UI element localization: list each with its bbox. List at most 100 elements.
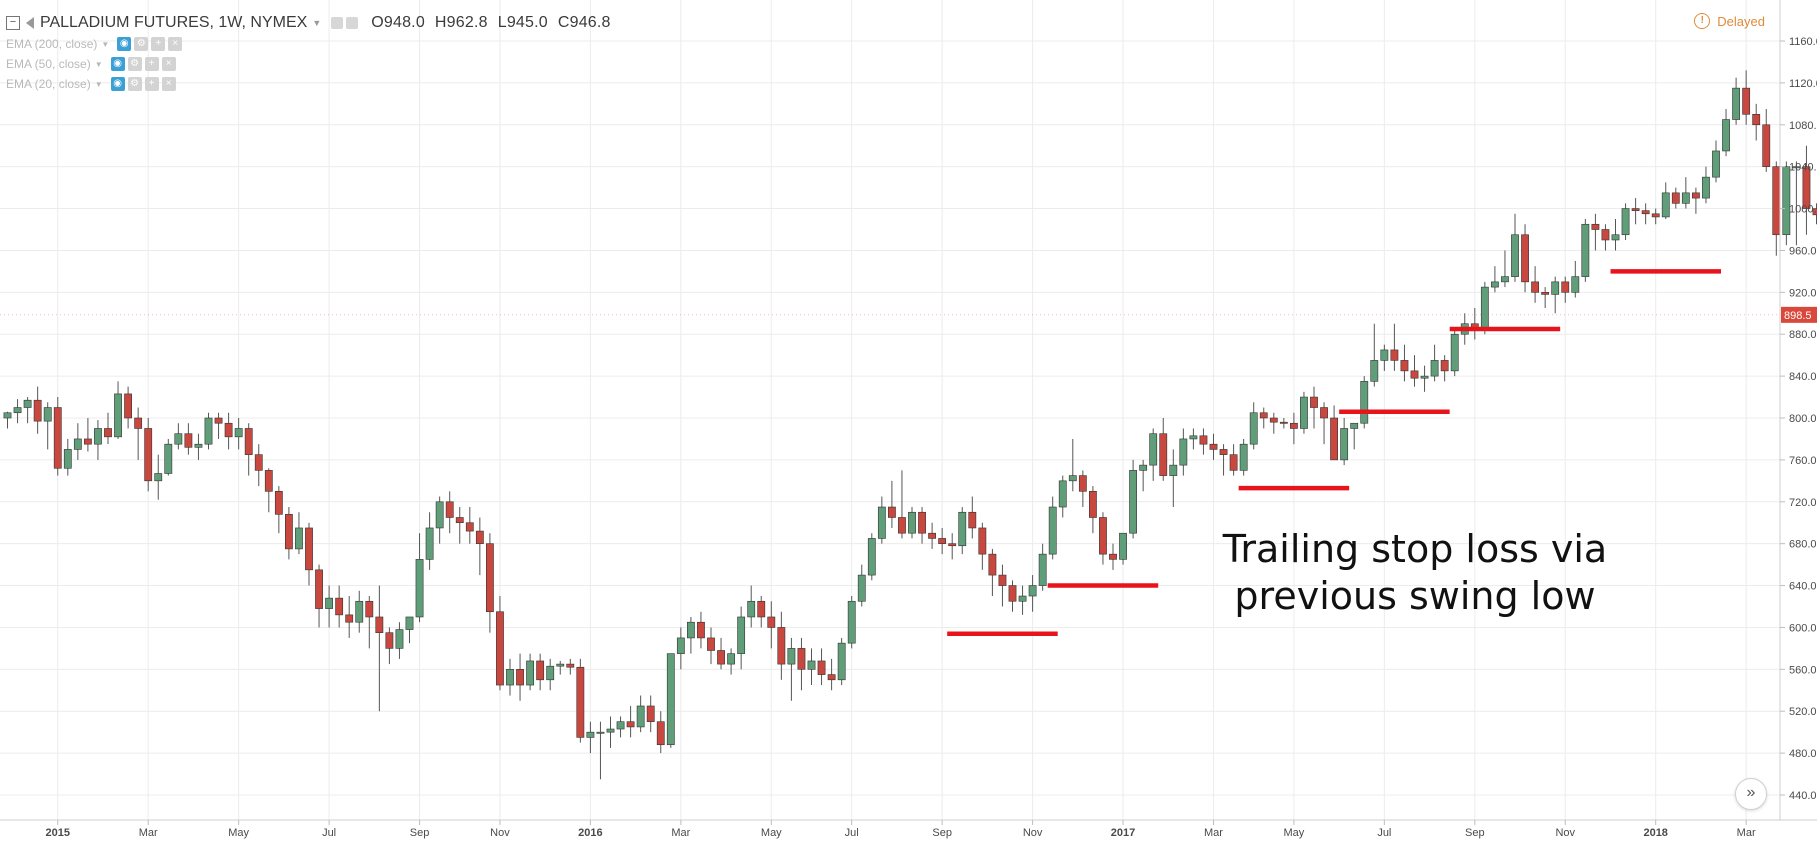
candle-down [646,705,655,722]
delayed-status[interactable]: ! Delayed [1694,13,1765,29]
indicator-label[interactable]: EMA (200, close) [6,37,98,51]
candle-up [1430,360,1439,377]
candle-down [53,407,62,469]
candle-up [606,728,615,733]
candle-down [697,621,705,639]
candle-up [1581,223,1590,277]
candle-down [254,454,263,471]
candle-up [857,574,866,602]
candle-down [224,422,233,438]
candle-up [1300,396,1308,429]
candle-down [1400,360,1409,372]
indicator-label[interactable]: EMA (20, close) [6,77,91,91]
candle-down [757,600,766,618]
collapse-icon[interactable]: − [6,16,20,30]
gear-icon[interactable]: ⚙ [127,77,142,91]
candle-down [1109,553,1117,560]
candle-down [536,660,545,681]
candle-down [264,470,273,492]
time-tick-label: Sep [932,827,952,839]
candle-up [787,648,796,665]
price-tick-label: 1120.0 [1789,78,1817,90]
candle-up [435,501,444,529]
candle-up [686,621,695,639]
candle-down [1531,281,1539,293]
candle-down [134,417,143,429]
candle-down [928,532,936,539]
indicator-dropdown-icon[interactable]: ▼ [94,79,103,89]
candle-down [576,666,585,738]
gear-icon[interactable]: ⚙ [127,57,142,71]
candle-up [837,642,846,681]
price-tick-label: 800.0 [1789,413,1817,425]
candle-up [325,597,333,609]
price-tick-label: 1000.0 [1789,204,1817,216]
compare-arrow-icon[interactable] [26,17,34,29]
candle-down [566,663,575,668]
gear-icon[interactable]: ⚙ [134,37,149,51]
candle-down [1692,192,1700,199]
add-icon[interactable]: + [151,37,166,51]
candle-down [214,417,223,424]
add-icon[interactable]: + [144,77,159,91]
eye-icon[interactable]: ◉ [110,57,125,71]
candle-down [626,721,635,728]
candle-up [204,417,213,445]
candle-down [1310,396,1318,408]
candle-down [1440,360,1449,372]
price-tick-label: 840.0 [1789,371,1817,383]
time-tick-label: Nov [1555,827,1575,839]
indicator-dropdown-icon[interactable]: ▼ [101,39,110,49]
candle-up [847,600,856,644]
price-tick-label: 440.0 [1789,790,1817,802]
candle-up [355,600,364,623]
candle-down [1199,435,1208,445]
time-tick-label: Sep [1465,827,1485,839]
add-icon[interactable]: + [144,57,159,71]
candle-down [1269,417,1278,423]
candle-up [1712,150,1720,178]
indicator-dropdown-icon[interactable]: ▼ [94,59,103,69]
candle-up [1480,286,1489,330]
eye-icon[interactable]: ◉ [117,37,132,51]
candle-up [1350,422,1359,429]
close-icon[interactable]: × [161,57,176,71]
symbol-dropdown-icon[interactable]: ▼ [312,18,322,28]
time-tick-label: Nov [1023,827,1043,839]
trailing-stop-lines [947,269,1721,636]
candle-down [1390,349,1399,361]
symbol-title[interactable]: PALLADIUM FUTURES, 1W, NYMEX [40,14,308,31]
indicator-ema-200: EMA (200, close) ▼ ◉ ⚙ + × [6,36,185,52]
time-tick-label: May [1284,827,1305,839]
indicator-label[interactable]: EMA (50, close) [6,57,91,71]
candle-down [938,538,947,544]
price-tick-label: 600.0 [1789,622,1817,634]
price-tick-label: 1160.0 [1789,36,1817,48]
candle-up [1048,506,1057,555]
candle-down [1541,292,1550,295]
candle-down [33,399,42,422]
candle-up [1491,281,1499,288]
candle-down [998,574,1007,586]
candle-down [948,543,957,547]
candle-down [827,674,836,681]
eye-icon[interactable]: ◉ [110,77,125,91]
visibility-toggle-icon[interactable] [331,17,344,29]
candle-down [1561,281,1570,293]
close-icon[interactable]: × [168,37,183,51]
candle-down [335,597,344,616]
scroll-to-realtime-button[interactable]: » [1735,778,1767,810]
candle-down [1802,166,1811,209]
settings-toggle-icon[interactable] [346,17,359,29]
close-icon[interactable]: × [161,77,176,91]
candle-up [676,637,685,654]
candle-down [244,428,253,455]
candle-up [727,653,735,665]
candle-up [405,616,414,630]
candle-down [1752,114,1761,126]
candle-down [918,511,926,534]
price-tick-label: 560.0 [1789,664,1817,676]
candle-up [506,669,514,686]
